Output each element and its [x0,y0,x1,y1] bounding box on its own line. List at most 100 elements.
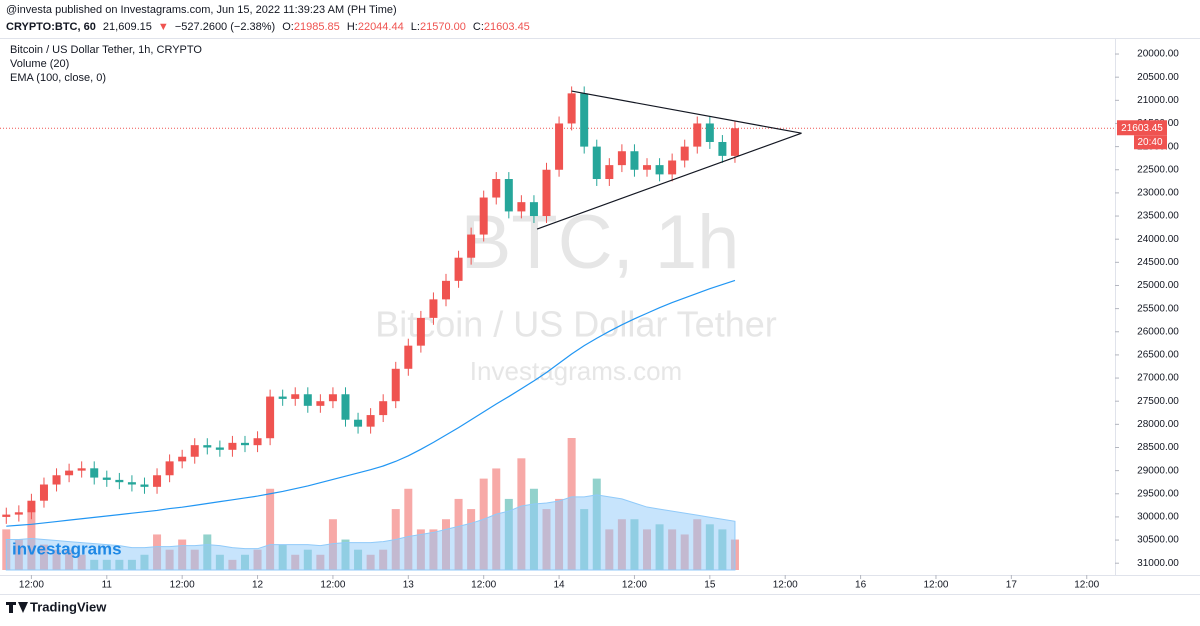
candle-body [127,482,136,485]
ohlc-line: CRYPTO:BTC, 60 21,609.15 ▼ −527.2600 (−2… [6,21,530,33]
y-tick-label: 27000.00 [1137,373,1179,384]
candle-body [291,394,300,399]
y-tick-label: 30500.00 [1137,535,1179,546]
y-tick-label: 28000.00 [1137,419,1179,430]
l: 21570.00 [420,21,466,33]
x-tick-label: 12:00 [1074,580,1099,591]
candle-body [542,169,551,217]
c: 21603.45 [484,21,530,33]
x-axis-line [0,575,1200,576]
last-price-tag [1117,120,1167,136]
y-tick-label: 30000.00 [1137,512,1179,523]
x-tick-label: 12:00 [320,580,345,591]
x-tick-label: 13 [403,580,415,591]
y-tick-label: 26000.00 [1137,326,1179,337]
candle-body [705,123,714,142]
brand-logo: investagrams [12,539,122,558]
candle-body [605,165,614,180]
x-tick-label: 12:00 [19,580,44,591]
x-tick-label: 11 [102,580,113,591]
x-tick-label: 17 [1006,580,1018,591]
candle-body [555,123,564,170]
candle-body [429,299,438,318]
y-tick-label: 25500.00 [1137,303,1179,314]
candle-body [228,442,237,450]
candle-body [630,151,639,170]
watermark: Bitcoin / US Dollar Tether [375,304,777,345]
candle-body [567,93,576,124]
y-tick-label: 23000.00 [1137,188,1179,199]
y-tick-label: 23500.00 [1137,211,1179,222]
candle-body [90,468,99,478]
y-tick-label: 24500.00 [1137,257,1179,268]
candle-body [366,415,375,427]
x-tick-label: 12:00 [471,580,496,591]
legend-entry: EMA (100, close, 0) [10,72,106,84]
plot [0,86,1115,571]
y-tick-label: 24000.00 [1137,234,1179,245]
candle-body [165,461,174,476]
candle-body [580,93,589,147]
candle-body [454,257,463,281]
candle-body [416,317,425,346]
separator [0,594,1200,595]
y-tick-label: 20500.00 [1137,72,1179,83]
legend-title: Bitcoin / US Dollar Tether, 1h, CRYPTO [10,44,202,56]
candle-body [341,394,350,420]
watermark: Investagrams.com [470,356,682,386]
x-tick-label: 16 [855,580,867,591]
candle-body [529,202,538,217]
trendline [571,90,802,134]
candle-body [203,445,212,448]
candle-body [215,447,224,450]
price: 21,609.15 [103,21,152,33]
candle-body [442,280,450,300]
y-tick-label: 29500.00 [1137,488,1179,499]
y-tick-label: 20000.00 [1137,49,1179,60]
y-tick-label: 22500.00 [1137,164,1179,175]
candle-body [592,146,601,180]
h: 22044.44 [358,21,404,33]
y-tick-label: 28500.00 [1137,442,1179,453]
footer: TradingView [30,599,107,614]
candle-body [718,141,727,156]
candle-body [404,345,413,369]
x-tick-label: 12:00 [170,580,195,591]
x-tick-label: 12:00 [622,580,647,591]
candle-body [517,202,526,212]
tv-logo [6,602,28,613]
volume-ma [5,494,736,571]
candle-body [14,512,23,515]
o: 21985.85 [294,21,340,33]
countdown-label: 20:40 [1137,137,1162,148]
candle-body [316,401,325,406]
candle-body [303,394,312,406]
candle-body [52,475,61,485]
o-label: O: [282,21,294,33]
candle-body [77,468,86,471]
volume-bar [266,488,275,570]
candle-body [102,477,111,480]
x-tick-label: 12:00 [923,580,948,591]
candle-body [391,368,400,402]
candle-body [379,401,388,416]
candle-body [253,438,262,446]
countdown-tag [1134,135,1167,150]
l-label: L: [411,21,420,33]
x-tick-label: 12:00 [773,580,798,591]
x-tick-label: 12 [252,580,264,591]
candle-body [668,160,677,175]
h-label: H: [347,21,358,33]
candle-body [680,146,689,161]
candle-body [2,514,11,517]
candle-body [643,165,652,170]
candle-body [655,165,664,175]
last-price-label: 21603.45 [1121,123,1163,134]
separator [0,38,1200,39]
y-tick-label: 31000.00 [1137,558,1179,569]
ema-line [6,279,736,527]
candle-body [39,484,48,501]
candle-body [140,484,149,487]
c-label: C: [473,21,484,33]
candle-body [492,179,501,198]
